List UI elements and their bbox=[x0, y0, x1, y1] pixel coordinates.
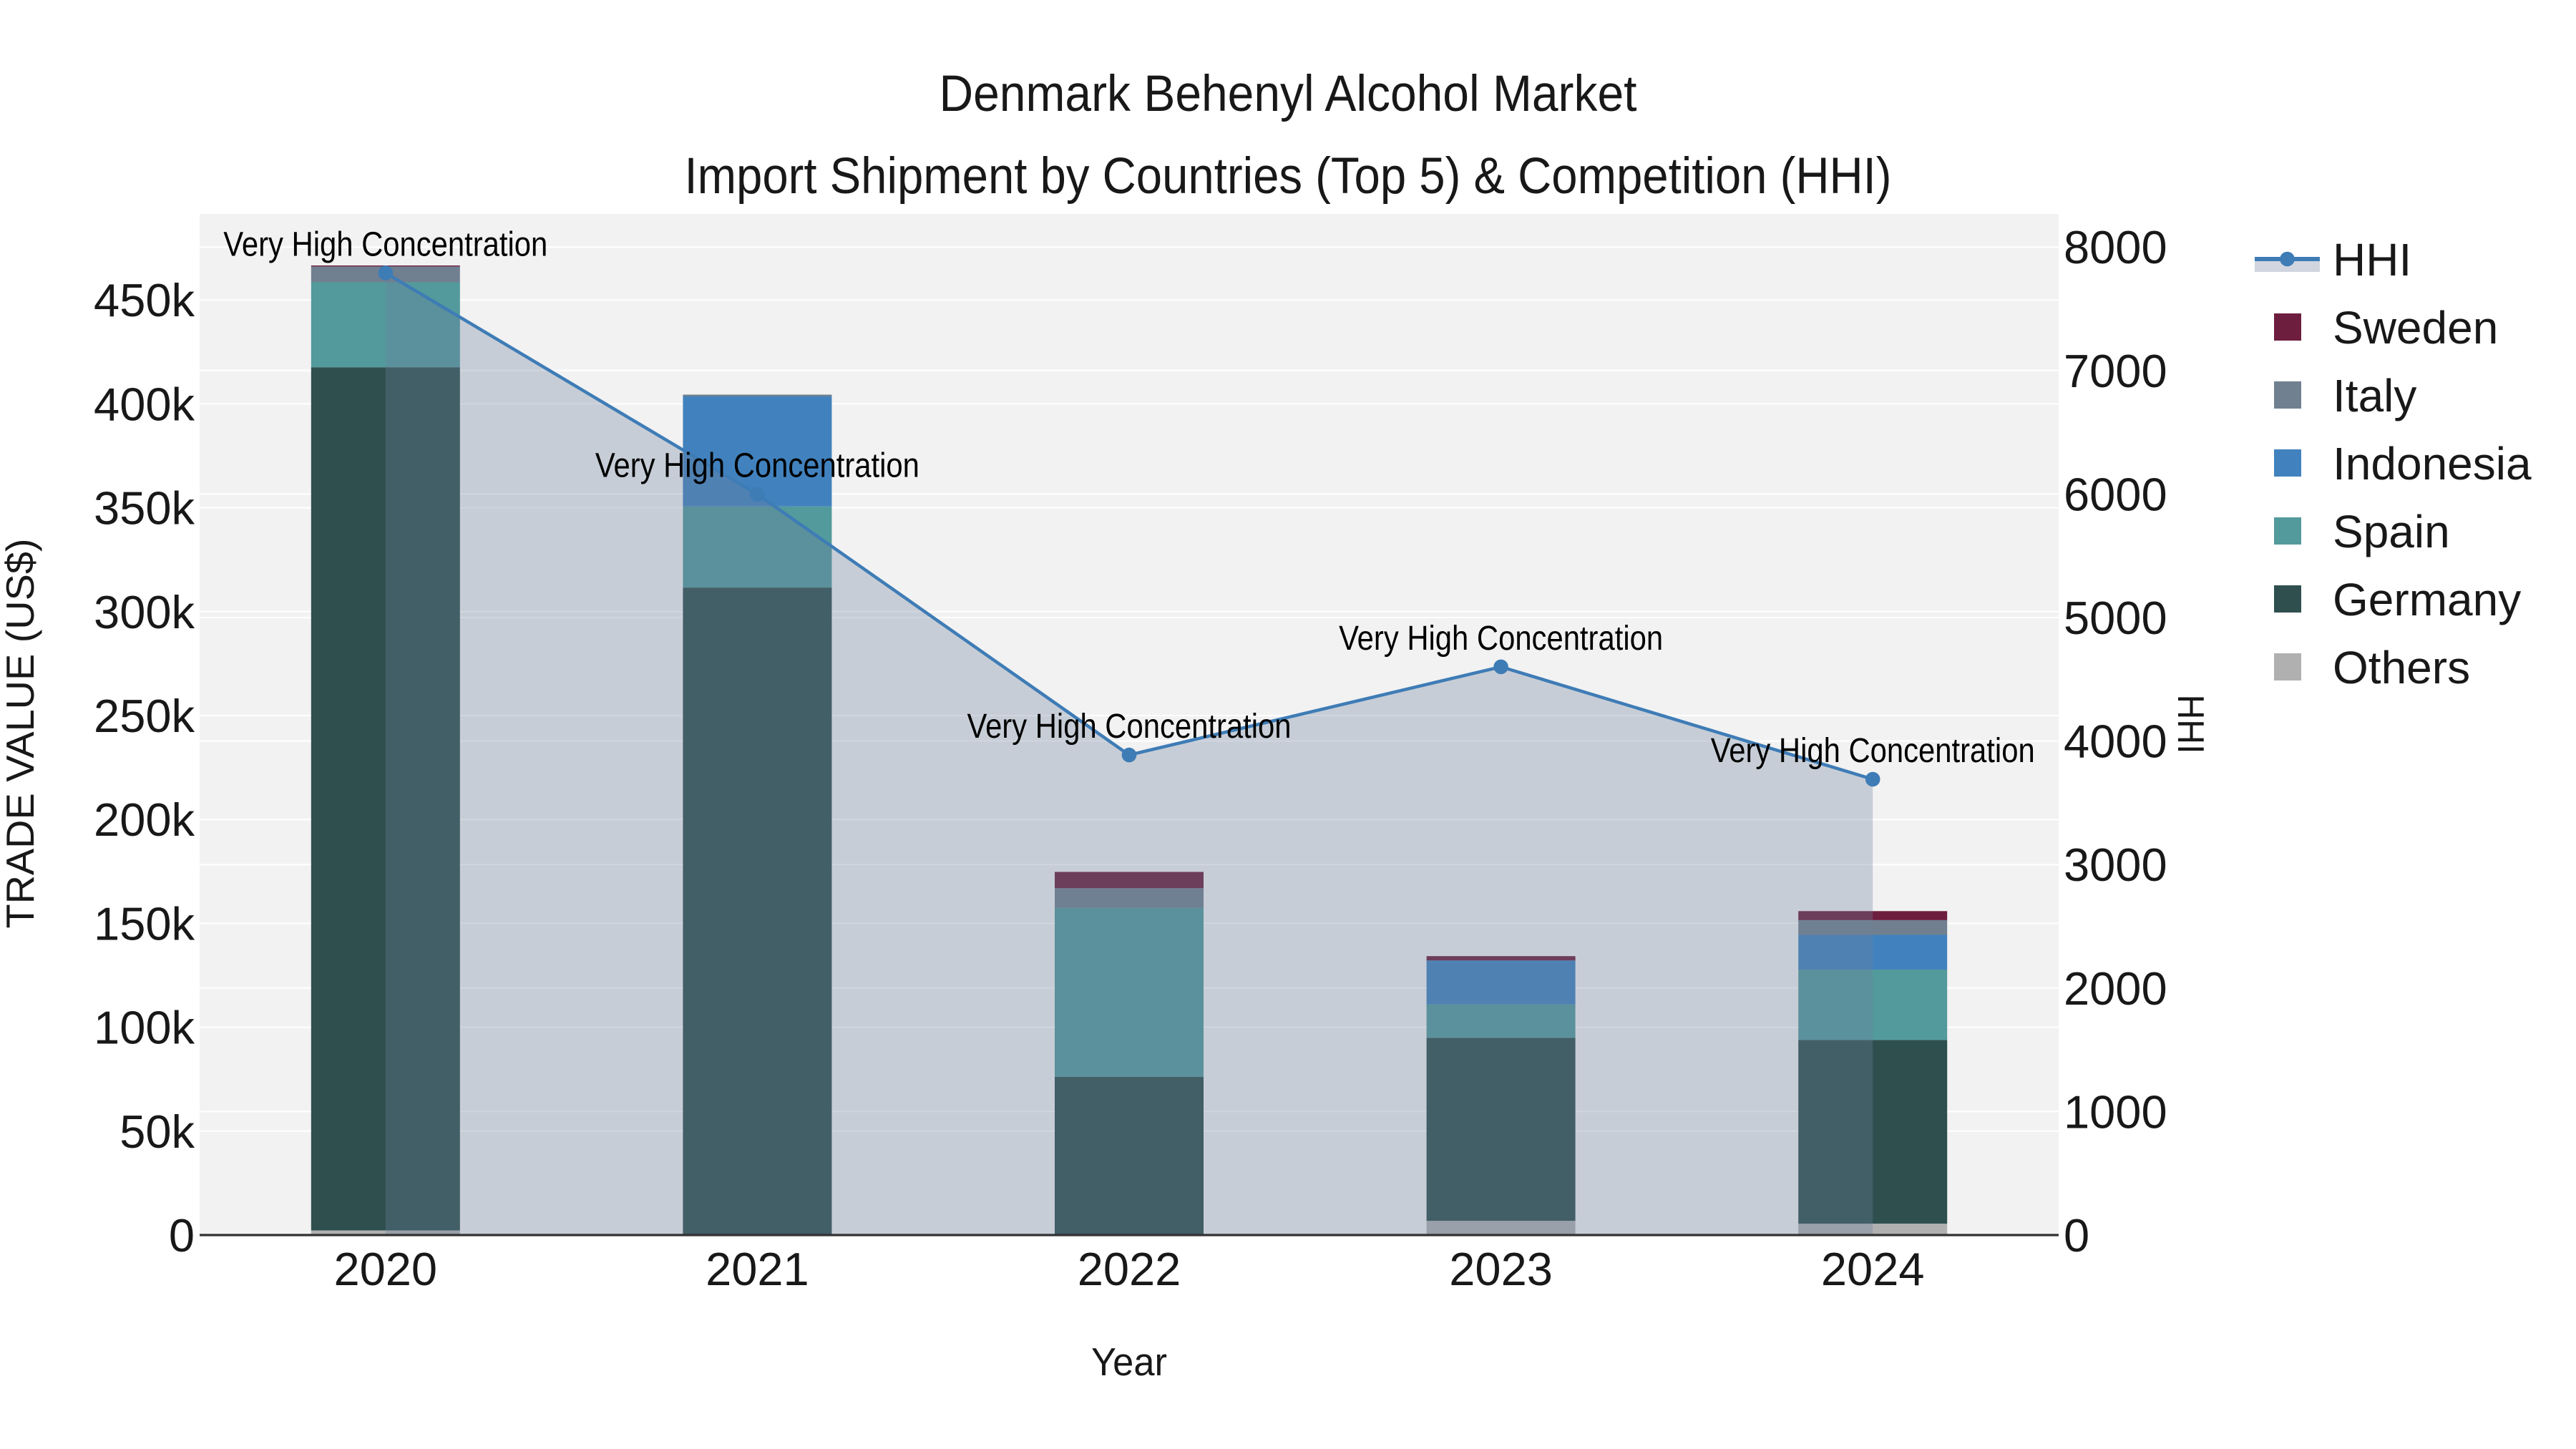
svg-text:2024: 2024 bbox=[1821, 1243, 1925, 1295]
svg-text:Very High Concentration: Very High Concentration bbox=[1339, 620, 1663, 658]
svg-text:Year: Year bbox=[1091, 1340, 1167, 1384]
svg-text:200k: 200k bbox=[94, 794, 195, 846]
svg-text:8000: 8000 bbox=[2064, 221, 2167, 273]
svg-text:1000: 1000 bbox=[2064, 1085, 2167, 1138]
svg-text:2023: 2023 bbox=[1449, 1243, 1553, 1295]
svg-text:100k: 100k bbox=[94, 1002, 195, 1054]
svg-text:Very High Concentration: Very High Concentration bbox=[595, 447, 919, 485]
svg-text:Very High Concentration: Very High Concentration bbox=[967, 708, 1292, 746]
svg-text:2020: 2020 bbox=[333, 1243, 437, 1295]
svg-text:Indonesia: Indonesia bbox=[2333, 438, 2532, 489]
svg-text:0: 0 bbox=[2064, 1209, 2089, 1262]
svg-text:Germany: Germany bbox=[2333, 574, 2521, 625]
svg-text:Italy: Italy bbox=[2333, 370, 2416, 421]
svg-text:4000: 4000 bbox=[2064, 716, 2167, 768]
svg-text:HHI: HHI bbox=[2170, 695, 2211, 754]
svg-text:Sweden: Sweden bbox=[2333, 302, 2498, 353]
svg-text:350k: 350k bbox=[94, 482, 195, 535]
svg-text:400k: 400k bbox=[94, 378, 195, 430]
svg-text:6000: 6000 bbox=[2064, 468, 2167, 520]
svg-text:50k: 50k bbox=[119, 1106, 195, 1158]
svg-text:3000: 3000 bbox=[2064, 839, 2167, 891]
svg-text:Denmark Behenyl Alcohol Market: Denmark Behenyl Alcohol Market bbox=[940, 66, 1637, 122]
svg-text:2000: 2000 bbox=[2064, 962, 2167, 1015]
svg-text:Very High Concentration: Very High Concentration bbox=[223, 225, 547, 263]
svg-text:Others: Others bbox=[2333, 642, 2470, 693]
svg-text:7000: 7000 bbox=[2064, 345, 2167, 397]
svg-text:150k: 150k bbox=[94, 897, 195, 950]
svg-text:Very High Concentration: Very High Concentration bbox=[1711, 732, 2035, 770]
svg-text:5000: 5000 bbox=[2064, 592, 2167, 644]
svg-text:250k: 250k bbox=[94, 690, 195, 742]
svg-text:2021: 2021 bbox=[706, 1243, 809, 1295]
svg-text:Import Shipment by Countries (: Import Shipment by Countries (Top 5) & C… bbox=[685, 148, 1892, 205]
svg-text:HHI: HHI bbox=[2333, 234, 2411, 286]
svg-text:300k: 300k bbox=[94, 586, 195, 638]
svg-text:Spain: Spain bbox=[2333, 506, 2450, 557]
svg-text:2022: 2022 bbox=[1078, 1243, 1181, 1295]
svg-text:TRADE VALUE (US$): TRADE VALUE (US$) bbox=[0, 539, 42, 929]
svg-text:450k: 450k bbox=[94, 274, 195, 326]
svg-text:0: 0 bbox=[169, 1209, 195, 1262]
